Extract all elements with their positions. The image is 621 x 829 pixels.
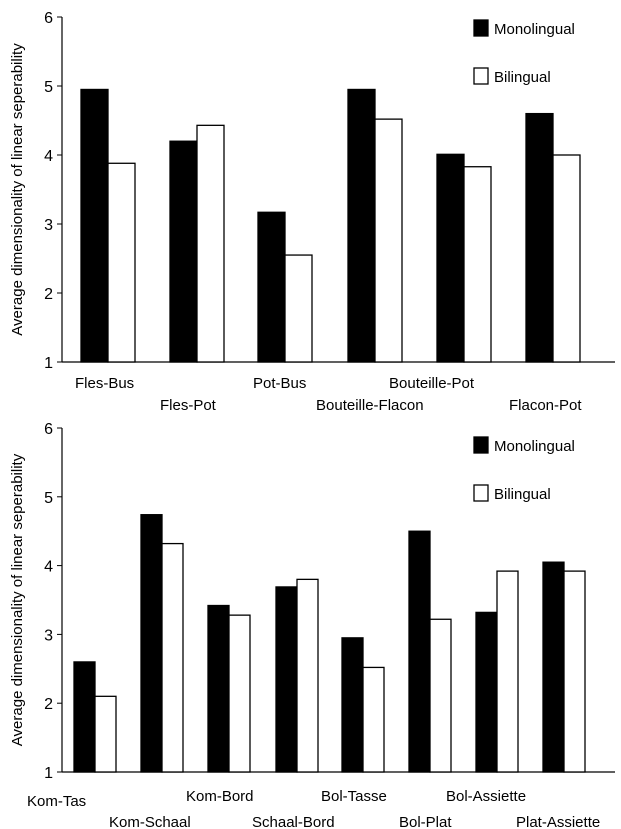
bar-bilingual: [496, 570, 519, 773]
y-tick-label: 6: [44, 10, 53, 27]
bar-bilingual: [563, 570, 586, 773]
x-category-label: Kom-Tas: [27, 793, 86, 810]
y-tick-label: 4: [44, 148, 53, 165]
bar-bilingual: [463, 166, 492, 363]
legend-label-bilingual: Bilingual: [494, 486, 551, 503]
x-category-label: Fles-Bus: [75, 375, 134, 392]
bar-monolingual: [436, 153, 465, 363]
bar-bilingual: [196, 124, 225, 363]
y-tick-label: 4: [44, 559, 53, 576]
y-tick-label: 3: [44, 627, 53, 644]
bar-monolingual: [542, 561, 565, 773]
bar-bilingual: [552, 154, 581, 363]
bar-monolingual: [525, 112, 554, 363]
y-tick-label: 1: [44, 355, 53, 372]
y-tick-label: 5: [44, 490, 53, 507]
y-axis-label: Average dimensionality of linear seperab…: [9, 453, 26, 746]
y-tick-label: 1: [44, 765, 53, 782]
legend-swatch-monolingual: [473, 436, 489, 454]
legend-swatch-bilingual: [473, 67, 489, 85]
bar-bilingual: [161, 542, 184, 773]
bar-bilingual: [429, 618, 452, 773]
bar-bilingual: [362, 666, 385, 773]
x-category-label: Kom-Schaal: [109, 814, 191, 829]
chart-panel-1: 1 2 3 4 5 6 Average dimensionality of linear s…: [9, 10, 615, 414]
y-tick-label: 2: [44, 696, 53, 713]
legend: Monolingual Bilingual: [473, 436, 575, 503]
x-category-label: Fles-Pot: [160, 397, 217, 414]
y-tick-label: 6: [44, 421, 53, 438]
legend: Monolingual Bilingual: [473, 19, 575, 86]
bar-monolingual: [169, 140, 198, 363]
x-category-label: Kom-Bord: [186, 788, 254, 805]
legend-label-monolingual: Monolingual: [494, 438, 575, 455]
x-category-label: Bouteille-Pot: [389, 375, 475, 392]
x-category-label: Bouteille-Flacon: [316, 397, 424, 414]
y-axis-label: Average dimensionality of linear seperab…: [9, 43, 26, 336]
bar-monolingual: [275, 586, 298, 773]
x-category-label: Schaal-Bord: [252, 814, 335, 829]
legend-swatch-monolingual: [473, 19, 489, 37]
x-category-label: Bol-Plat: [399, 814, 452, 829]
x-category-label: Flacon-Pot: [509, 397, 582, 414]
x-category-label: Pot-Bus: [253, 375, 306, 392]
x-category-label: Bol-Assiette: [446, 788, 526, 805]
bar-monolingual: [475, 611, 498, 773]
bar-bilingual: [374, 118, 403, 363]
legend-swatch-bilingual: [473, 484, 489, 502]
bar-bilingual: [228, 614, 251, 773]
y-tick-label: 3: [44, 217, 53, 234]
bar-bilingual: [107, 162, 136, 363]
bar-bilingual: [296, 578, 319, 773]
bar-monolingual: [207, 604, 230, 773]
bar-monolingual: [347, 88, 376, 363]
chart-panel-2: 1 2 3 4 5 6 Average dimensionality of linear s…: [9, 421, 615, 829]
bar-monolingual: [73, 661, 96, 773]
bar-bilingual: [94, 695, 117, 773]
x-category-label: Plat-Assiette: [516, 814, 600, 829]
y-tick-label: 5: [44, 79, 53, 96]
legend-label-bilingual: Bilingual: [494, 69, 551, 86]
bar-monolingual: [80, 88, 109, 363]
bar-monolingual: [341, 637, 364, 773]
bar-monolingual: [408, 530, 431, 773]
bar-bilingual: [284, 254, 313, 363]
x-category-label: Bol-Tasse: [321, 788, 387, 805]
bar-monolingual: [140, 514, 163, 773]
bar-monolingual: [257, 211, 286, 363]
legend-label-monolingual: Monolingual: [494, 21, 575, 38]
y-tick-label: 2: [44, 286, 53, 303]
